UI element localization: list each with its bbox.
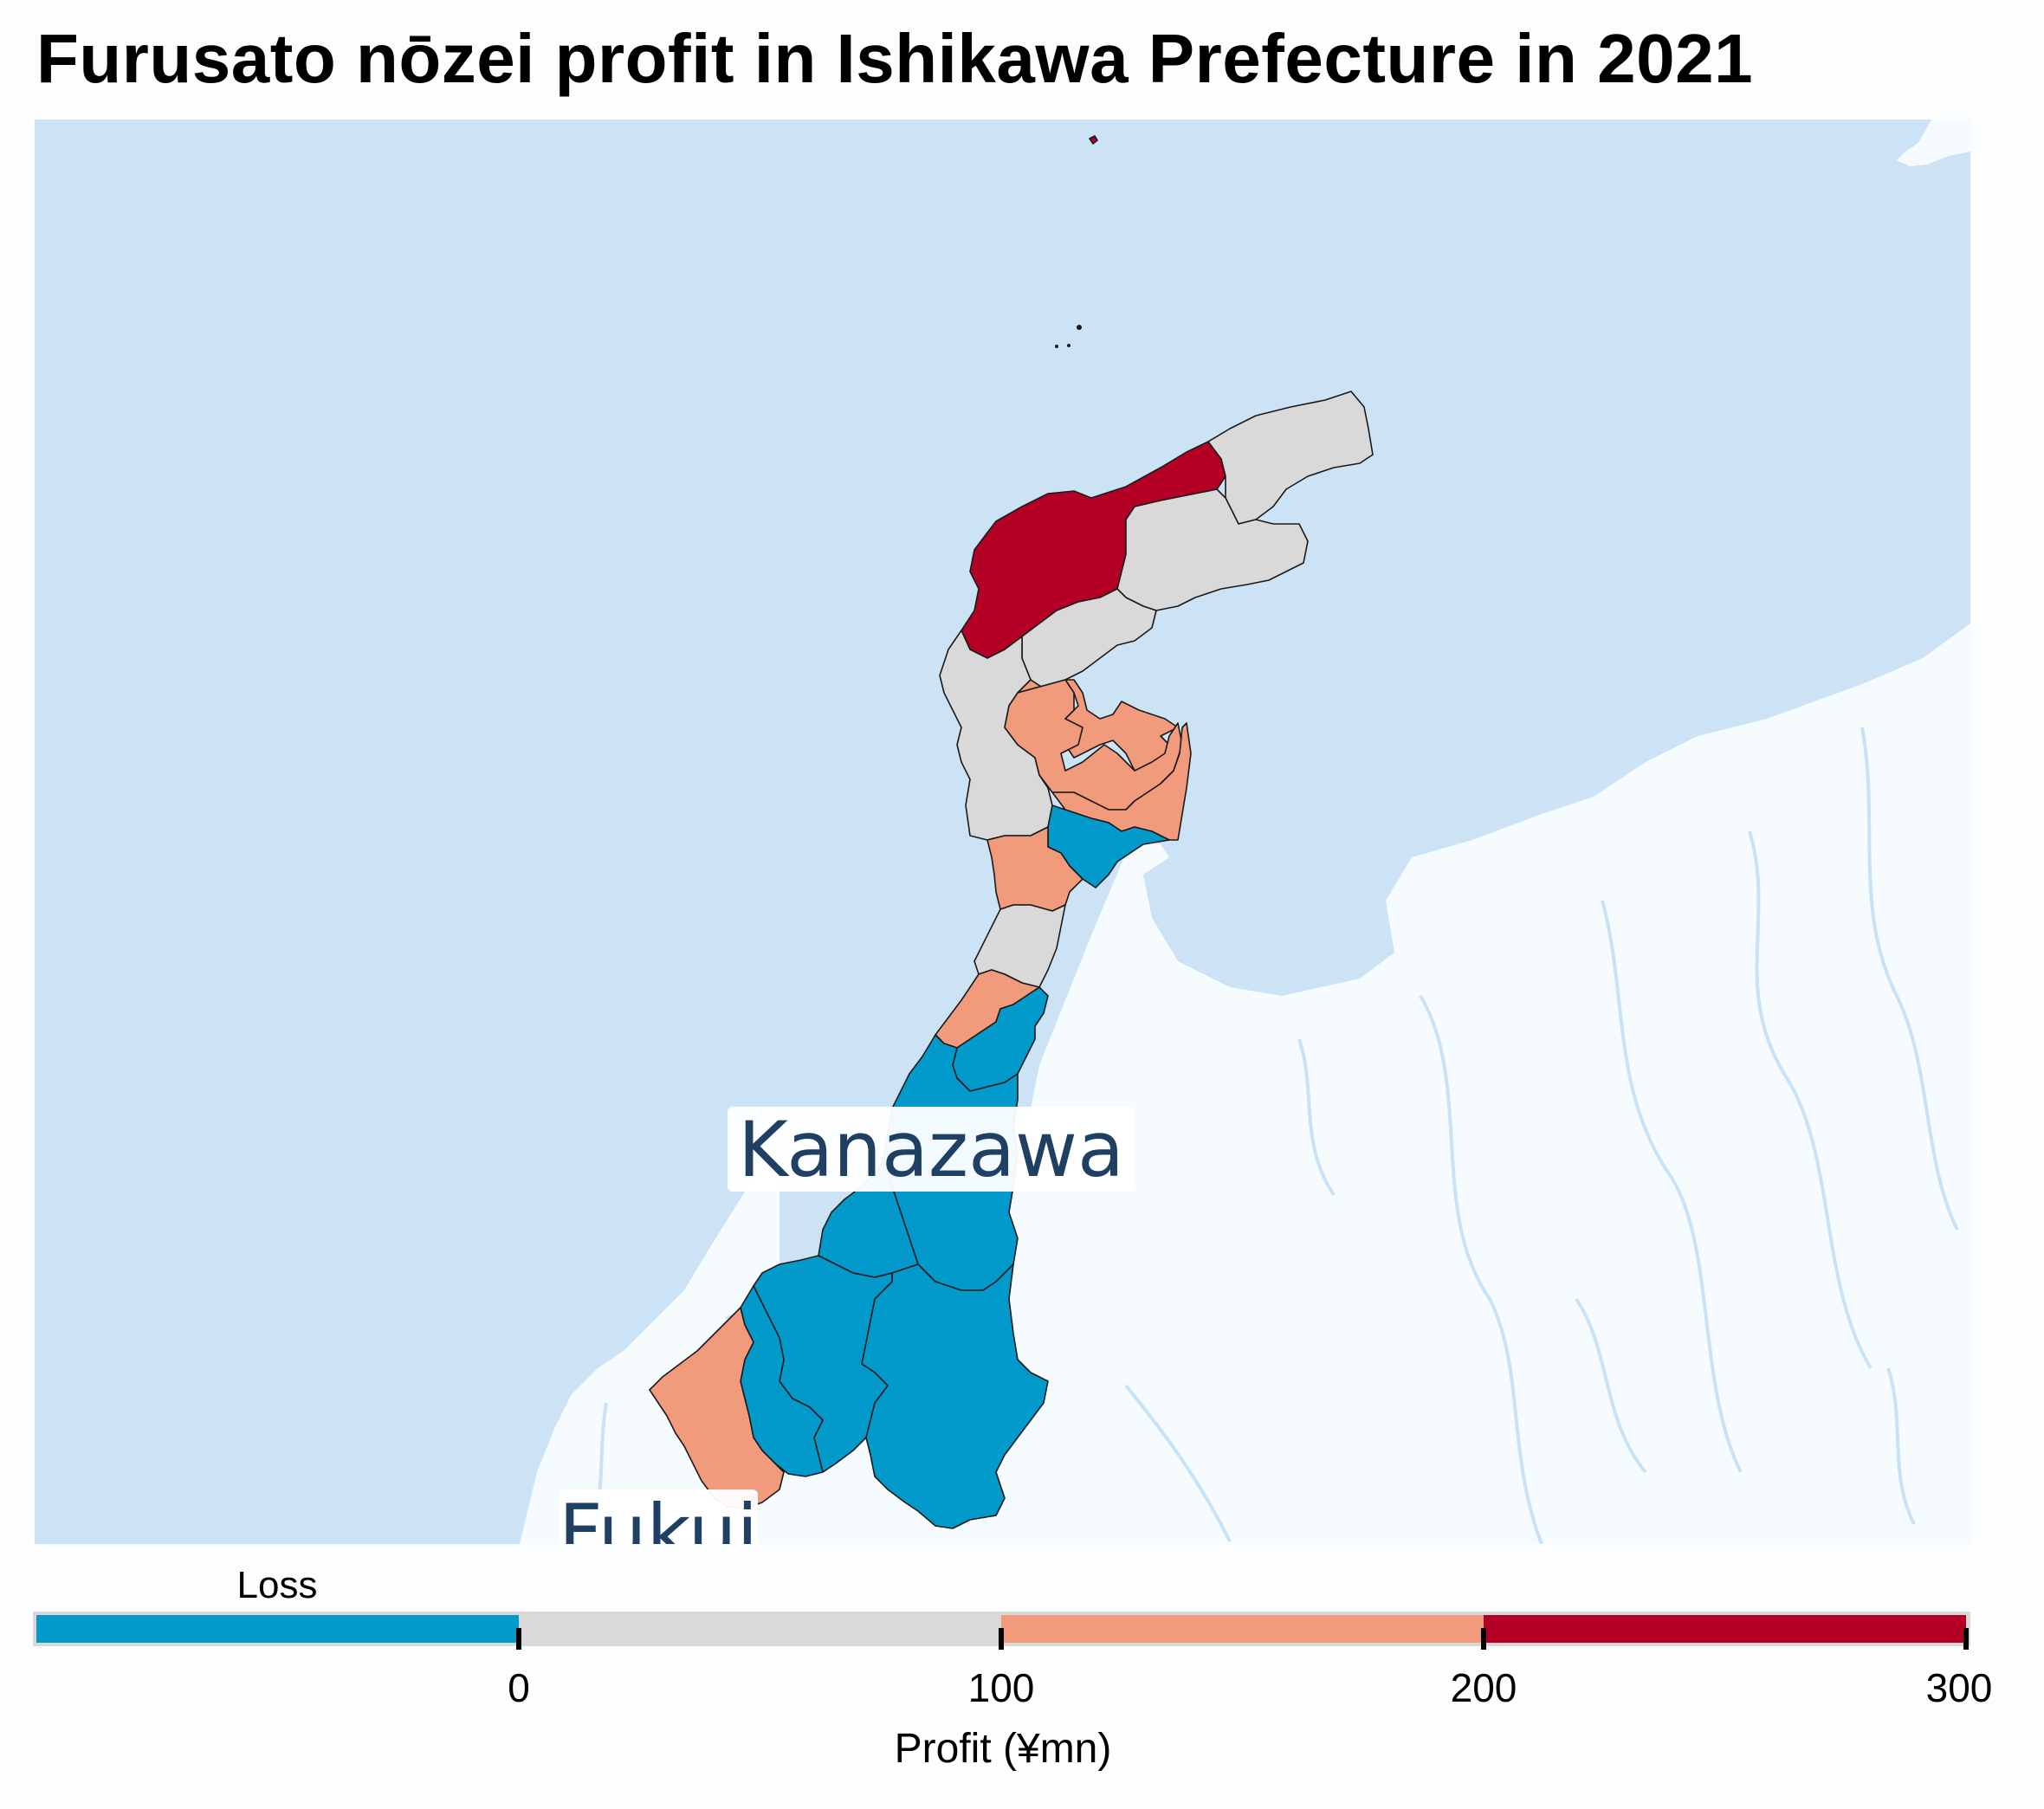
legend-tick-label: 200 xyxy=(1451,1665,1517,1710)
region-hakui[interactable] xyxy=(986,826,1083,912)
map-area[interactable]: Kanazawa Fukui xyxy=(35,120,1970,1577)
legend-bin xyxy=(1001,1615,1484,1643)
kanazawa-label: Kanazawa xyxy=(738,1105,1124,1194)
legend-loss-label: Loss xyxy=(237,1564,318,1606)
fukui-label: Fukui xyxy=(559,1488,758,1577)
island-dot xyxy=(1055,345,1058,348)
chart-title: Furusato nōzei profit in Ishikawa Prefec… xyxy=(36,20,1754,97)
sado-fragment xyxy=(1897,120,1970,166)
island-dot xyxy=(1067,344,1071,347)
legend: Loss 0 100 200 300 Profit (¥mn) xyxy=(33,1564,1992,1772)
west-coast-land xyxy=(520,1126,779,1544)
legend-bin xyxy=(36,1615,519,1643)
kanazawa-label-bg xyxy=(728,1107,1135,1192)
legend-bin xyxy=(1484,1615,1966,1643)
legend-tick-label: 100 xyxy=(968,1665,1035,1710)
legend-bin xyxy=(519,1615,1001,1643)
rivers xyxy=(587,727,1959,1544)
city-labels: Kanazawa Fukui xyxy=(559,1105,1135,1577)
region-hegurajima[interactable] xyxy=(1089,135,1098,145)
legend-axis-title: Profit (¥mn) xyxy=(895,1726,1112,1772)
fukui-label-bg xyxy=(559,1489,758,1544)
municipalities xyxy=(649,135,1374,1529)
legend-tick-label: 300 xyxy=(1926,1665,1993,1710)
legend-tick-label: 0 xyxy=(508,1665,530,1710)
island-dot xyxy=(1077,325,1082,330)
